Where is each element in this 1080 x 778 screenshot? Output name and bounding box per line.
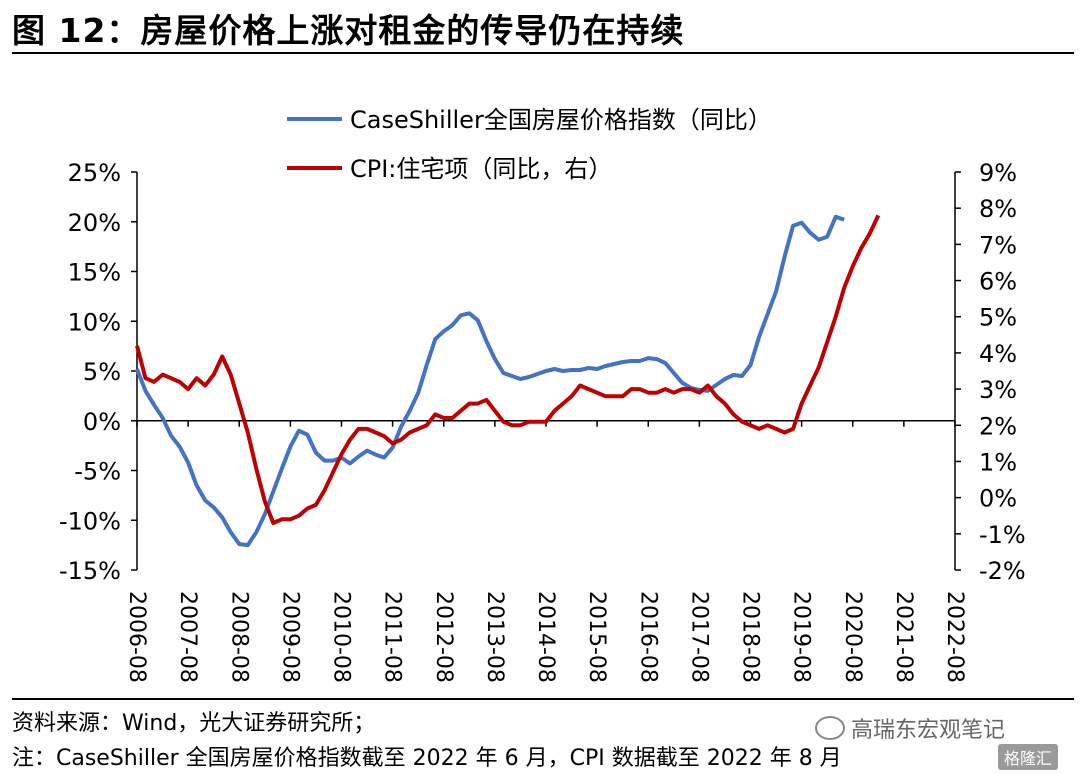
- series-lines: [135, 214, 881, 548]
- x-tick-label: 2006-08: [124, 591, 149, 683]
- x-tick-label: 2014-08: [533, 591, 558, 683]
- line-chart: CaseShiller全国房屋价格指数（同比） CPI:住宅项（同比，右） 25…: [59, 106, 1026, 683]
- right-tick-label: 0%: [979, 485, 1017, 513]
- series-line-caseshiller: [135, 214, 845, 548]
- x-tick-label: 2009-08: [277, 591, 302, 683]
- watermark-text: 高瑞东宏观笔记: [851, 718, 1006, 743]
- left-tick-label: 25%: [68, 159, 121, 187]
- title-rule: [12, 52, 1074, 54]
- legend-label-series1: CaseShiller全国房屋价格指数（同比）: [350, 106, 772, 134]
- legend-label-series2: CPI:住宅项（同比，右）: [350, 155, 612, 183]
- left-tick-label: 0%: [83, 408, 121, 436]
- left-tick-label: 20%: [68, 209, 121, 237]
- right-tick-label: 9%: [979, 159, 1017, 187]
- wechat-icon: [815, 716, 845, 740]
- x-tick-label: 2010-08: [329, 591, 354, 683]
- x-tick-label: 2020-08: [840, 591, 865, 683]
- right-tick-label: 1%: [979, 448, 1017, 476]
- x-tick-label: 2015-08: [584, 591, 609, 683]
- x-tick-label: 2017-08: [686, 591, 711, 683]
- right-tick-label: 3%: [979, 376, 1017, 404]
- x-tick-label: 2012-08: [431, 591, 456, 683]
- left-tick-label: -15%: [59, 557, 121, 585]
- x-tick-label: 2013-08: [482, 591, 507, 683]
- left-tick-label: 10%: [68, 308, 121, 336]
- right-tick-label: 4%: [979, 340, 1017, 368]
- left-tick-label: 5%: [83, 358, 121, 386]
- right-tick-label: -2%: [979, 557, 1026, 585]
- right-tick-label: 7%: [979, 231, 1017, 259]
- right-tick-label: -1%: [979, 521, 1026, 549]
- x-tick-label: 2016-08: [635, 591, 660, 683]
- source-note: 资料来源：Wind，光大证券研究所；: [12, 711, 376, 736]
- right-tick-label: 2%: [979, 412, 1017, 440]
- tick-labels: 25% 20% 15% 10% 5% 0% -5% -10% -15% 9% 8% 7% 6% 5% 4% 3…: [59, 159, 1026, 683]
- chart-title: 图 12：房屋价格上涨对租金的传导仍在持续: [12, 11, 685, 50]
- right-tick-label: 5%: [979, 304, 1017, 332]
- left-tick-label: -5%: [74, 458, 121, 486]
- watermark-badge: 格隆汇: [998, 744, 1059, 770]
- x-tick-label: 2008-08: [226, 591, 251, 683]
- x-tick-label: 2021-08: [891, 591, 916, 683]
- x-tick-label: 2019-08: [789, 591, 814, 683]
- footnote: 注：CaseShiller 全国房屋价格指数截至 2022 年 6 月，CPI …: [12, 746, 842, 771]
- x-tick-label: 2022-08: [942, 591, 967, 683]
- footer-rule: [12, 698, 1074, 700]
- right-tick-label: 8%: [979, 195, 1017, 223]
- x-tick-label: 2011-08: [380, 591, 405, 683]
- left-tick-label: -10%: [59, 507, 121, 535]
- left-tick-label: 15%: [68, 259, 121, 287]
- series-line-cpi-housing: [135, 214, 881, 525]
- x-tick-label: 2007-08: [175, 591, 200, 683]
- x-tick-label: 2018-08: [738, 591, 763, 683]
- legend: CaseShiller全国房屋价格指数（同比） CPI:住宅项（同比，右）: [287, 106, 772, 183]
- right-tick-label: 6%: [979, 268, 1017, 296]
- watermark: 高瑞东宏观笔记: [815, 712, 1005, 744]
